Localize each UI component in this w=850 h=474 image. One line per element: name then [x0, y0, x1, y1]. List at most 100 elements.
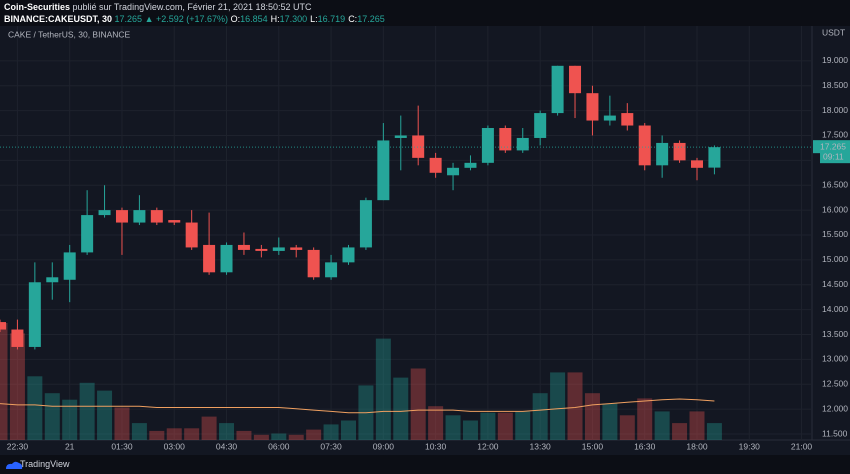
- ohlc-value: 16.854: [240, 14, 268, 24]
- y-tick-label: 11.500: [822, 428, 848, 438]
- legend: CAKE / TetherUS, 30, BINANCE: [8, 29, 131, 39]
- candle-body: [325, 262, 338, 278]
- volume-bar: [706, 423, 722, 440]
- y-tick-label: 14.500: [822, 279, 848, 289]
- x-tick-label: 22:30: [7, 441, 29, 451]
- volume-bar: [323, 424, 339, 440]
- candle-body: [28, 282, 41, 347]
- volume-bar: [515, 411, 531, 440]
- y-tick-label: 12.500: [822, 379, 848, 389]
- candle-body: [272, 247, 285, 251]
- y-tick-label: 15.000: [822, 254, 848, 264]
- y-tick-label: 18.000: [822, 105, 848, 115]
- volume-bar: [62, 399, 78, 440]
- x-tick-label: 12:00: [477, 441, 499, 451]
- last: 17.265: [114, 14, 143, 24]
- candle-body: [516, 137, 529, 151]
- y-tick-label: 16.500: [822, 179, 848, 189]
- volume-bar: [114, 407, 130, 440]
- chart: 11.500 12.000 12.500 13.000 13.500 14.000 14.5…: [0, 26, 850, 455]
- volume-bar: [672, 423, 688, 440]
- x-tick-label: 01:30: [111, 441, 133, 451]
- volume-bar: [428, 406, 444, 440]
- footer: TradingView: [0, 455, 850, 474]
- candle-body: [342, 247, 355, 263]
- candle-body: [499, 128, 512, 151]
- y-tick-label: 16.000: [822, 204, 848, 214]
- time-axis: [0, 440, 850, 455]
- y-tick-label: 13.500: [822, 329, 848, 339]
- publisher: Coin-Securities: [4, 2, 71, 12]
- symbol: BINANCE:CAKEUSDT, 30: [4, 14, 113, 24]
- candle-body: [307, 249, 320, 278]
- candle-body: [464, 162, 477, 168]
- candle-body: [359, 200, 372, 248]
- volume-bar: [0, 323, 8, 440]
- volume-bar: [27, 376, 43, 440]
- candle-body: [115, 210, 128, 223]
- volume-bar: [306, 429, 322, 440]
- candle-body: [673, 142, 686, 161]
- y-tick-label: 12.000: [822, 403, 848, 413]
- volume-bar: [550, 372, 566, 440]
- candle-body: [133, 210, 146, 223]
- x-tick-label: 13:30: [530, 441, 552, 451]
- x-tick-label: 16:30: [634, 441, 656, 451]
- change: ▲ +2.592 (+17.67%): [144, 14, 229, 24]
- volume-bar: [219, 423, 235, 440]
- volume-bar: [602, 403, 618, 440]
- logo: [6, 461, 23, 469]
- candle-body: [203, 244, 216, 273]
- candle-body: [586, 93, 599, 121]
- x-tick-label: 21: [65, 441, 75, 451]
- candle-body: [168, 220, 181, 223]
- volume-bar: [532, 393, 548, 440]
- candle-body: [150, 210, 163, 223]
- volume-bar: [375, 338, 391, 440]
- volume-bar: [567, 372, 583, 440]
- brand: TradingView: [20, 459, 70, 469]
- candle-body: [569, 65, 582, 94]
- volume-bar: [288, 434, 304, 440]
- candle-body: [481, 128, 494, 163]
- volume-bar: [201, 416, 217, 440]
- candle-body: [185, 222, 198, 248]
- volume-bar: [166, 428, 182, 440]
- volume-bar: [97, 390, 113, 440]
- volume-bar: [184, 428, 200, 440]
- candle-body: [98, 210, 111, 216]
- candle-body: [621, 113, 634, 126]
- candle-body: [690, 160, 703, 168]
- candle-body: [534, 113, 547, 138]
- candle-body: [603, 115, 616, 121]
- ohlc-value: 16.719: [317, 14, 346, 24]
- ohlc-label: C:: [348, 14, 358, 24]
- volume-ma: [0, 398, 715, 414]
- candle-body: [255, 248, 268, 251]
- candle-body: [237, 244, 250, 250]
- ohlc-label: H:: [270, 14, 280, 24]
- y-tick-label: 14.000: [822, 304, 848, 314]
- x-tick-label: 10:30: [425, 441, 447, 451]
- ohlc-label: O:: [230, 14, 241, 24]
- published: publié sur TradingView.com, Février 21, …: [72, 2, 312, 12]
- volume-bar: [480, 412, 496, 440]
- candle-body: [81, 215, 94, 253]
- countdown-box: [820, 151, 850, 164]
- volume-bar: [445, 415, 461, 440]
- candle-body: [377, 140, 390, 201]
- ohlc: O:16.854 H:17.300 L:16.719 C:17.265: [231, 14, 388, 24]
- volume-bar: [340, 420, 356, 440]
- ohlc-value: 17.300: [279, 14, 308, 24]
- candle-body: [412, 135, 425, 158]
- volume-bar: [131, 423, 147, 440]
- currency: USDT: [822, 27, 845, 37]
- y-tick-label: 19.000: [822, 55, 848, 65]
- x-tick-label: 06:00: [268, 441, 290, 451]
- volume-bar: [253, 434, 269, 440]
- candle-body: [11, 329, 24, 347]
- y-tick-label: 17.500: [822, 130, 848, 140]
- candle-body: [447, 167, 460, 176]
- candle-body: [290, 247, 303, 250]
